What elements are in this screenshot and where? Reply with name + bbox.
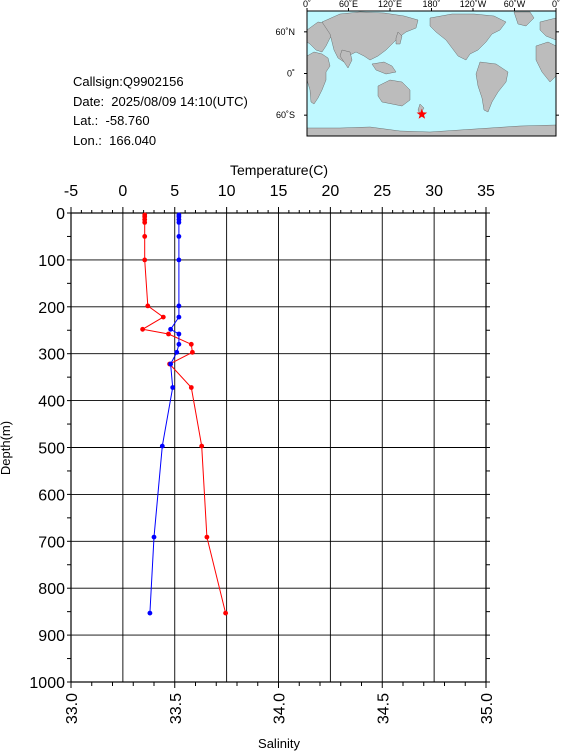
longitude-text: Lon.: 166.040 <box>73 132 157 148</box>
float-location-star <box>416 108 428 119</box>
salinity-tick-labels: 33.0 33.5 34.0 34.5 35.0 <box>64 693 496 724</box>
chart-grid <box>70 212 487 683</box>
depth-tick-labels: 0 100 200 300 400 500 600 700 800 900 1000 <box>29 206 65 692</box>
map-latitude-label: 0˚ <box>287 69 295 79</box>
temperature-tick-label: 10 <box>218 183 236 200</box>
temperature-data-point <box>160 314 166 320</box>
salinity-data-point <box>170 385 176 390</box>
salinity-data-point <box>176 220 182 225</box>
salinity-data-point <box>176 341 182 347</box>
depth-tick-label: 900 <box>38 628 65 645</box>
temperature-data-point <box>166 331 171 337</box>
chart-series <box>140 212 229 616</box>
temperature-data-point <box>142 257 148 263</box>
salinity-data-point <box>176 234 182 239</box>
temperature-tick-label: 15 <box>270 183 288 200</box>
depth-tick-label: 100 <box>38 253 65 270</box>
temperature-data-point <box>188 385 194 390</box>
temperature-data-point <box>140 326 146 332</box>
temperature-data-point <box>204 534 210 540</box>
salinity-data-point <box>176 331 182 337</box>
temperature-data-point <box>190 349 195 355</box>
depth-tick-label: 300 <box>38 347 65 364</box>
temperature-axis-title: Temperature(C) <box>230 162 328 178</box>
depth-axis-title: Depth(m) <box>0 421 13 475</box>
depth-tick-label: 500 <box>38 441 65 458</box>
salinity-data-point <box>174 349 180 355</box>
temperature-data-point <box>188 341 194 347</box>
temperature-data-point <box>199 443 205 449</box>
temperature-profile-line <box>141 214 227 614</box>
depth-tick-label: 400 <box>38 394 65 411</box>
temperature-data-point <box>142 220 148 225</box>
float-location-marker <box>416 108 428 119</box>
map-longitude-label: 60˚E <box>339 0 358 9</box>
temperature-tick-label: 30 <box>425 183 443 200</box>
salinity-axis-title: Salinity <box>258 736 300 751</box>
map-longitude-label: 60˚W <box>504 0 526 9</box>
salinity-data-point <box>176 303 182 309</box>
chart-ticks <box>67 207 490 688</box>
temperature-tick-label: 25 <box>373 183 391 200</box>
salinity-data-point <box>176 257 182 263</box>
latitude-text: Lat.: -58.760 <box>73 113 150 128</box>
temperature-data-point <box>145 303 151 309</box>
temperature-tick-label: 35 <box>477 183 495 200</box>
temperature-tick-label: 20 <box>321 183 339 200</box>
map-ticks <box>304 8 559 116</box>
map-latitude-label: 60˚N <box>275 27 295 37</box>
depth-tick-label: 1000 <box>29 675 65 692</box>
depth-tick-label: 200 <box>38 300 65 317</box>
depth-tick-label: 700 <box>38 534 65 551</box>
salinity-tick-label: 35.0 <box>479 693 496 724</box>
depth-tick-label: 0 <box>56 206 65 223</box>
temperature-data-point <box>223 610 229 616</box>
salinity-data-point <box>168 361 174 367</box>
salinity-tick-label: 34.5 <box>375 693 392 724</box>
profile-info: Callsign:Q9902156 Date: 2025/08/09 14:10… <box>73 72 248 150</box>
depth-tick-label: 600 <box>38 487 65 504</box>
salinity-tick-label: 34.0 <box>272 693 289 724</box>
map-longitude-label: 0˚ <box>552 0 560 9</box>
temperature-tick-label: 0 <box>118 183 127 200</box>
depth-tick-label: 800 <box>38 581 65 598</box>
salinity-data-point <box>176 314 182 320</box>
date-text: Date: 2025/08/09 14:10(UTC) <box>73 93 248 109</box>
temperature-tick-label: -5 <box>64 183 78 200</box>
map-latitude-label: 60˚S <box>276 110 295 120</box>
map-latitude-labels: 60˚N 0˚ 60˚S <box>275 27 295 120</box>
salinity-tick-label: 33.5 <box>168 693 185 724</box>
temperature-tick-label: 5 <box>170 183 179 200</box>
salinity-tick-label: 33.0 <box>64 693 81 724</box>
callsign-text: Callsign:Q9902156 <box>73 74 184 89</box>
map-land <box>306 11 557 137</box>
map-longitude-label: 120˚W <box>460 0 487 9</box>
salinity-data-point <box>147 610 153 616</box>
map-longitude-label: 0˚ <box>303 0 311 9</box>
salinity-data-point <box>159 443 165 449</box>
map-longitude-labels: 0˚ 60˚E 120˚E 180˚ 120˚W 60˚W 0˚ <box>303 0 560 9</box>
temperature-data-point <box>142 234 148 239</box>
map-longitude-label: 120˚E <box>378 0 402 9</box>
map-longitude-label: 180˚ <box>422 0 440 9</box>
salinity-data-point <box>151 534 157 540</box>
temperature-tick-labels: -5 0 5 10 15 20 25 30 35 <box>64 183 495 200</box>
salinity-data-point <box>168 326 174 332</box>
